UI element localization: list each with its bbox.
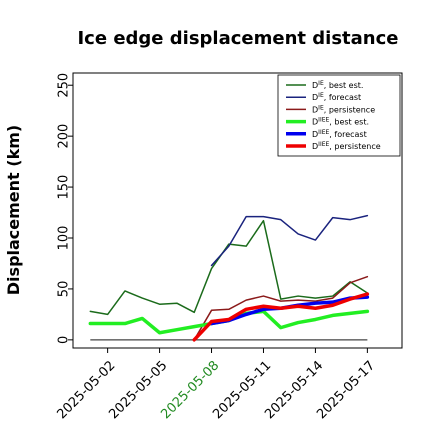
y-tick-label: 50	[57, 281, 72, 298]
legend-label-superscript: IIEE	[318, 141, 329, 148]
legend-label-main: D	[312, 118, 318, 127]
legend-label-superscript: IIEE	[318, 117, 329, 124]
series-line	[210, 214, 369, 267]
legend-label-rest: , best est.	[324, 81, 364, 90]
legend-box	[277, 74, 401, 157]
legend-label: DIE, forecast	[312, 92, 361, 102]
legend-label: DIIEE, persistence	[312, 141, 381, 151]
y-tick-label: 200	[57, 124, 72, 149]
legend-label-rest: , forecast	[329, 130, 366, 139]
legend-label-superscript: IIEE	[318, 129, 329, 136]
legend-label-rest: , forecast	[324, 93, 361, 102]
legend-label-rest: , persistence	[329, 142, 380, 151]
y-tick-label: 150	[57, 175, 72, 200]
y-tick-label: 100	[57, 226, 72, 251]
series-line	[193, 275, 369, 341]
legend-label-superscript: IE	[318, 104, 324, 111]
series-line	[192, 292, 370, 342]
legend-label: DIIEE, best est.	[312, 117, 369, 127]
legend-label-rest: , best est.	[329, 118, 369, 127]
legend-label-main: D	[312, 130, 318, 139]
y-axis-label: Displacement (km)	[4, 125, 23, 295]
legend-label-superscript: IE	[318, 92, 324, 99]
y-tick-label: 250	[57, 73, 72, 98]
legend-label: DIIEE, forecast	[312, 129, 367, 139]
legend-label: DIE, best est.	[312, 80, 363, 90]
legend-label-main: D	[312, 105, 318, 114]
y-tick-label: 0	[57, 336, 72, 344]
legend-label-main: D	[312, 81, 318, 90]
plot-frame	[72, 72, 403, 349]
legend-label-rest: , persistence	[324, 105, 375, 114]
chart-title: Ice edge displacement distance	[77, 28, 398, 49]
legend-label-main: D	[312, 93, 318, 102]
legend-label-superscript: IE	[318, 80, 324, 87]
series-line	[89, 219, 369, 316]
legend-label: DIE, persistence	[312, 104, 375, 114]
legend-label-main: D	[312, 142, 318, 151]
